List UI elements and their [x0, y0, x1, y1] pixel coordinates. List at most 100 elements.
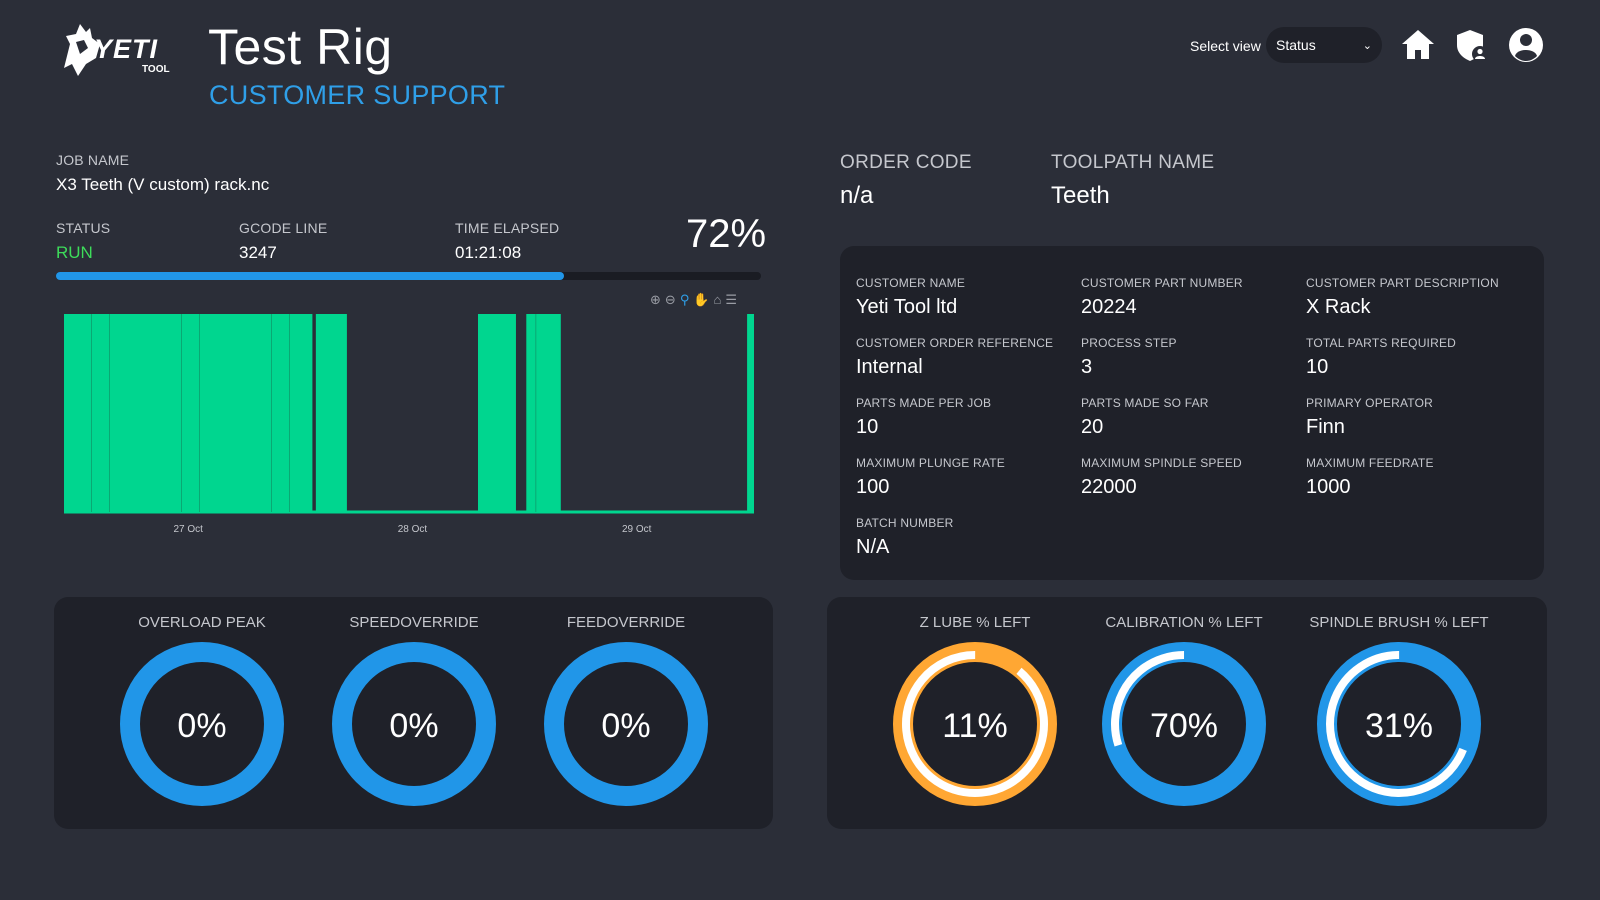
detail-field: PRIMARY OPERATOR Finn	[1306, 396, 1433, 439]
toolpath-name-label: TOOLPATH NAME	[1051, 152, 1215, 173]
detail-field: TOTAL PARTS REQUIRED 10	[1306, 336, 1456, 379]
detail-label: TOTAL PARTS REQUIRED	[1306, 336, 1457, 350]
detail-value: Finn	[1306, 416, 1345, 438]
yeti-logo: YETI TOOL	[56, 14, 184, 80]
detail-field: MAXIMUM FEEDRATE 1000	[1306, 456, 1434, 499]
time-elapsed-value: 01:21:08	[455, 243, 522, 262]
chart-x-tick: 27 Oct	[173, 524, 203, 535]
gauge-value: 0%	[601, 707, 650, 745]
detail-value: Yeti Tool ltd	[856, 296, 958, 318]
detail-field: CUSTOMER NAME Yeti Tool ltd	[856, 276, 965, 319]
shield-user-icon[interactable]	[1452, 25, 1492, 65]
machine-gauges-panel: OVERLOAD PEAK 0% SPEEDOVERRIDE 0% FEEDOVERRI…	[54, 597, 773, 829]
gauge-title: SPEEDOVERRIDE	[349, 614, 479, 631]
detail-field: CUSTOMER PART DESCRIPTION X Rack	[1306, 276, 1499, 319]
page-subtitle: CUSTOMER SUPPORT	[209, 80, 506, 110]
activity-chart: 27 Oct 28 Oct 29 Oct	[64, 314, 754, 535]
order-code-label: ORDER CODE	[840, 152, 972, 173]
maintenance-gauges-panel: Z LUBE % LEFT 11% CALIBRATION % LEFT 70% SPI…	[827, 597, 1547, 829]
brand-name: YETI	[94, 34, 159, 64]
select-view-value: Status	[1276, 37, 1316, 53]
detail-value: 20224	[1081, 296, 1137, 318]
account-icon[interactable]	[1506, 25, 1546, 65]
detail-value: 100	[856, 476, 890, 498]
gauge-ring	[544, 642, 708, 806]
gauge-value: 70%	[1150, 707, 1218, 745]
detail-label: MAXIMUM FEEDRATE	[1306, 456, 1434, 470]
detail-label: CUSTOMER PART NUMBER	[1081, 276, 1243, 290]
chevron-down-icon: ⌄	[1362, 39, 1372, 52]
order-code-value: n/a	[840, 182, 874, 209]
gcode-line-value: 3247	[239, 243, 277, 262]
pan-icon[interactable]: ✋	[693, 292, 710, 307]
detail-value: 20	[1081, 416, 1104, 438]
reset-icon[interactable]: ⌂	[713, 292, 722, 307]
gauge-ring	[332, 642, 496, 806]
chart-bar-stripe	[289, 314, 290, 512]
gauge-title: SPINDLE BRUSH % LEFT	[1309, 614, 1489, 631]
detail-label: PROCESS STEP	[1081, 336, 1177, 350]
gauge-value: 31%	[1365, 707, 1433, 745]
detail-value: N/A	[856, 536, 890, 558]
detail-field: MAXIMUM PLUNGE RATE 100	[856, 456, 1005, 499]
gauge: 70%	[1102, 642, 1266, 806]
detail-field: PARTS MADE SO FAR 20	[1081, 396, 1209, 439]
chart-bar-stripe	[109, 314, 110, 512]
customer-details-panel: CUSTOMER NAME Yeti Tool ltd CUSTOMER PART …	[840, 246, 1544, 580]
chart-bar-stripe	[199, 314, 200, 512]
chart-x-tick: 28 Oct	[398, 524, 428, 535]
gauge: 11%	[893, 642, 1057, 806]
detail-value: 10	[1306, 356, 1329, 378]
detail-field: MAXIMUM SPINDLE SPEED 22000	[1081, 456, 1242, 499]
gcode-line-label: GCODE LINE	[239, 220, 328, 236]
chart-bar-3	[526, 314, 561, 512]
chart-bar-stripe	[181, 314, 182, 512]
detail-label: BATCH NUMBER	[856, 516, 954, 530]
chart-toolbar: ⊕ ⊖ ⚲ ✋ ⌂ ☰	[650, 292, 737, 308]
job-progress-percent: 72%	[686, 212, 767, 256]
detail-value: 10	[856, 416, 879, 438]
status-label: STATUS	[56, 220, 111, 236]
chart-bar-2	[478, 314, 516, 512]
gauge-value: 0%	[177, 707, 226, 745]
toolpath-name-value: Teeth	[1051, 182, 1110, 209]
job-name-value: X3 Teeth (V custom) rack.nc	[56, 175, 270, 194]
chart-bar-stripe	[535, 314, 537, 512]
detail-label: PARTS MADE SO FAR	[1081, 396, 1209, 410]
zoom-select-icon[interactable]: ⚲	[679, 292, 690, 307]
detail-value: 22000	[1081, 476, 1137, 498]
detail-label: CUSTOMER PART DESCRIPTION	[1306, 276, 1499, 290]
page-title: Test Rig	[208, 19, 393, 75]
home-icon[interactable]	[1398, 25, 1438, 65]
gauge: 31%	[1317, 642, 1481, 806]
status-value: RUN	[56, 243, 93, 262]
job-progress-fill	[56, 272, 564, 280]
gauge-title: OVERLOAD PEAK	[138, 614, 266, 631]
zoom-in-icon[interactable]: ⊕	[650, 292, 661, 307]
detail-value: X Rack	[1306, 296, 1371, 318]
gauge: 0%	[120, 642, 284, 806]
zoom-out-icon[interactable]: ⊖	[664, 292, 676, 307]
select-view-dropdown[interactable]: Status ⌄	[1266, 27, 1382, 63]
detail-label: MAXIMUM SPINDLE SPEED	[1081, 456, 1242, 470]
job-name-label: JOB NAME	[56, 152, 130, 168]
yeti-mascot-icon	[64, 24, 100, 76]
gauge-remaining-arc	[1111, 651, 1257, 797]
detail-field: PARTS MADE PER JOB 10	[856, 396, 991, 439]
gauge: 0%	[332, 642, 496, 806]
menu-icon[interactable]: ☰	[725, 292, 738, 307]
detail-value: 3	[1081, 356, 1093, 378]
chart-bar-stripe	[271, 314, 272, 512]
chart-x-tick: 29 Oct	[622, 524, 652, 535]
detail-field: CUSTOMER ORDER REFERENCE Internal	[856, 336, 1053, 379]
detail-label: PRIMARY OPERATOR	[1306, 396, 1434, 410]
gauge-value: 0%	[389, 707, 438, 745]
gauge-title: FEEDOVERRIDE	[566, 614, 686, 631]
chart-bar-stripe	[91, 314, 92, 512]
detail-value: 1000	[1306, 476, 1351, 498]
select-view-label: Select view	[1190, 38, 1261, 54]
detail-field: CUSTOMER PART NUMBER 20224	[1081, 276, 1243, 319]
detail-label: CUSTOMER ORDER REFERENCE	[856, 336, 1054, 350]
detail-field: BATCH NUMBER N/A	[856, 516, 954, 559]
chart-bar-1	[315, 314, 347, 512]
